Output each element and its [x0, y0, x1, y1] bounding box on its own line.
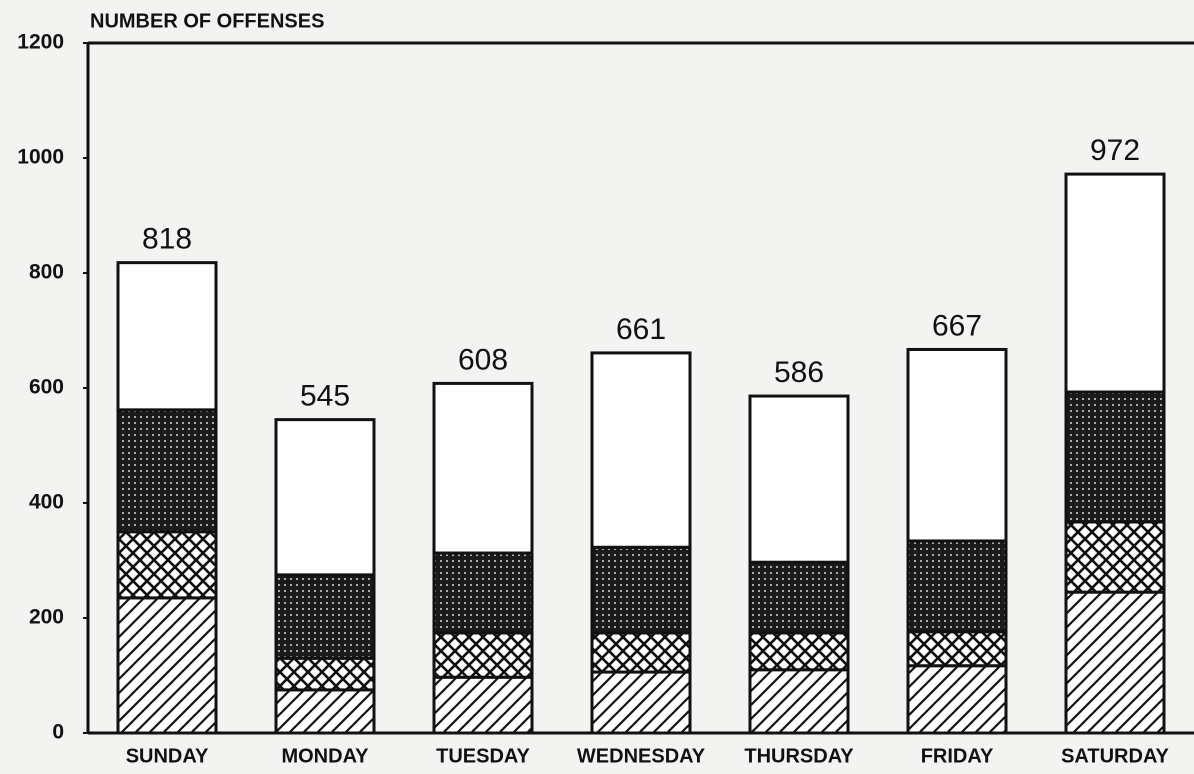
bar-segment — [116, 530, 218, 600]
bar-segment — [748, 631, 850, 672]
bar-segment — [274, 573, 376, 660]
bar-segment — [432, 675, 534, 735]
bar-segment — [116, 261, 218, 412]
total-label: 661 — [616, 313, 666, 346]
bar-segment — [590, 351, 692, 549]
y-tick-label: 400 — [29, 491, 64, 514]
x-tick-label: TUESDAY — [436, 745, 530, 767]
x-tick-label: WEDNESDAY — [577, 745, 706, 767]
x-tick-label: SATURDAY — [1061, 745, 1169, 767]
bar-segment — [1064, 172, 1166, 394]
bar-segment — [116, 408, 218, 534]
bar-segment — [748, 560, 850, 635]
bar-segment — [906, 664, 1008, 735]
bar-segment — [432, 631, 534, 679]
bar-segment — [906, 347, 1008, 543]
x-tick-label: MONDAY — [281, 745, 369, 767]
bar-segment — [906, 539, 1008, 634]
bar-segment — [274, 688, 376, 735]
y-tick-label: 0 — [52, 721, 64, 744]
y-tick-label: 800 — [29, 261, 64, 284]
bar-segment — [432, 381, 534, 555]
total-label: 608 — [458, 343, 508, 376]
x-tick-label: SUNDAY — [126, 745, 209, 767]
y-tick-label: 200 — [29, 606, 64, 629]
total-label: 972 — [1090, 134, 1140, 167]
bar-segment — [906, 630, 1008, 668]
total-label: 818 — [142, 223, 192, 256]
y-axis-title: NUMBER OF OFFENSES — [90, 10, 324, 32]
bar-segment — [432, 551, 534, 635]
bar-segment — [1064, 520, 1166, 594]
total-label: 667 — [932, 309, 982, 342]
bar-segment — [590, 670, 692, 735]
x-tick-label: FRIDAY — [921, 745, 994, 767]
bar-segment — [590, 631, 692, 674]
bar-segment — [274, 418, 376, 577]
y-tick-label: 1000 — [17, 146, 64, 169]
bar-segment — [274, 656, 376, 692]
total-label: 586 — [774, 356, 824, 389]
bar-segment — [1064, 590, 1166, 735]
x-tick-label: THURSDAY — [744, 745, 854, 767]
bar-segment — [1064, 390, 1166, 524]
y-tick-label: 600 — [29, 376, 64, 399]
bar-segment — [116, 596, 218, 735]
y-tick-label: 1200 — [17, 31, 64, 54]
bar-segment — [748, 394, 850, 564]
bar-segment — [590, 545, 692, 635]
bar-segment — [748, 668, 850, 735]
total-label: 545 — [300, 380, 350, 413]
